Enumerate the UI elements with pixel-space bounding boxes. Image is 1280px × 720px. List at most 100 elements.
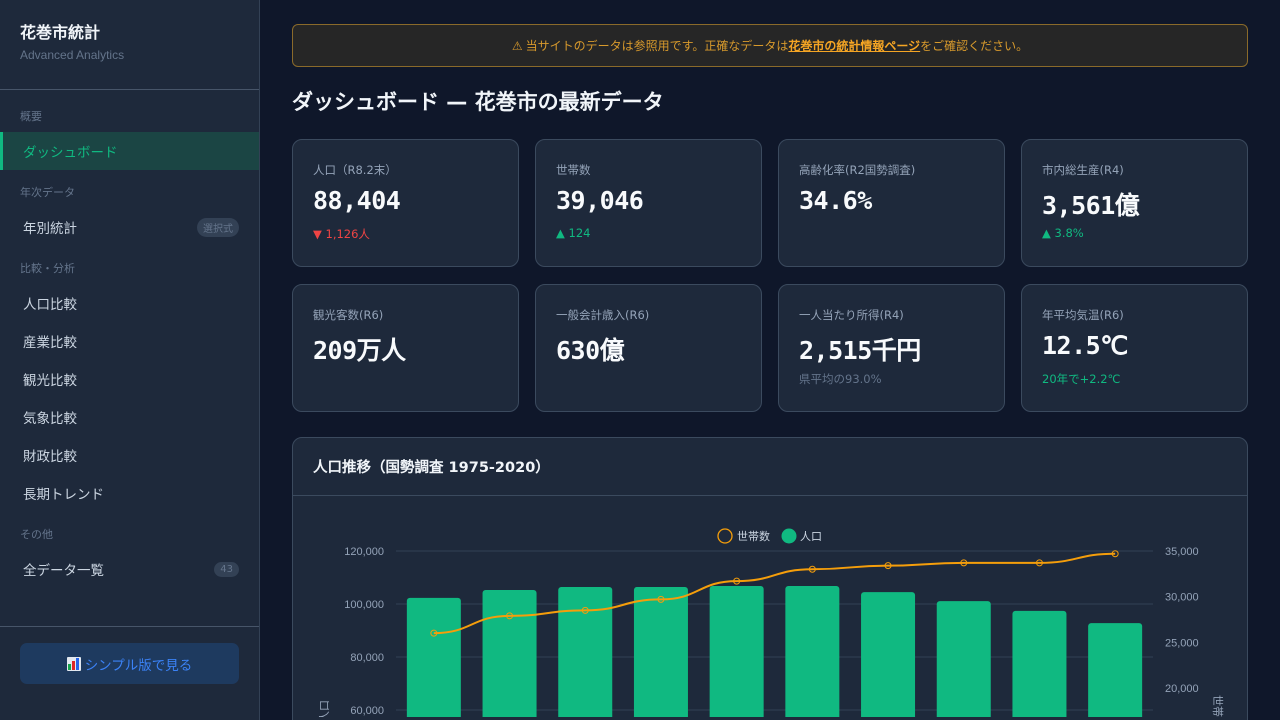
stat-card: 一人当たり所得(R4) 2,515千円 県平均の93.0% xyxy=(778,284,1005,412)
sidebar-item[interactable]: 財政比較 xyxy=(0,436,259,474)
panel-header: 人口推移（国勢調査 1975-2020） xyxy=(293,438,1247,496)
app-title: 花巻市統計 xyxy=(20,23,101,42)
nav-section-label: その他 xyxy=(20,528,53,541)
y-left-tick: 60,000 xyxy=(350,705,384,717)
stat-card-label: 一般会計歳入(R6) xyxy=(556,308,650,322)
sidebar-item[interactable]: 長期トレンド xyxy=(0,474,259,512)
sidebar-item[interactable]: ダッシュボード xyxy=(0,132,259,170)
sidebar-item-label: 観光比較 xyxy=(23,373,77,389)
stat-card: 年平均気温(R6) 12.5℃ 20年で+2.2℃ xyxy=(1021,284,1248,412)
simple-version-label: シンプル版で見る xyxy=(84,657,193,674)
population-bar[interactable] xyxy=(785,585,840,717)
sidebar: 花巻市統計 Advanced Analytics 概要ダッシュボード年次データ年… xyxy=(0,0,260,720)
stat-card: 世帯数 39,046 ▲ 124 xyxy=(535,139,762,267)
y-left-tick: 120,000 xyxy=(344,546,384,558)
main-content: ⚠ 当サイトのデータは参照用です。正確なデータは 花巻市の統計情報ページ をご確… xyxy=(292,0,1248,720)
stat-card-value: 34.6% xyxy=(799,186,872,215)
bar-chart-icon xyxy=(66,656,81,671)
stat-card-value: 39,046 xyxy=(556,186,644,215)
simple-version-button[interactable]: シンプル版で見る xyxy=(20,643,239,684)
notice-banner: ⚠ 当サイトのデータは参照用です。正確なデータは 花巻市の統計情報ページ をご確… xyxy=(292,24,1248,67)
legend-population-icon xyxy=(781,528,797,544)
legend-population-label[interactable]: 人口 xyxy=(800,530,822,543)
stat-card-value: 3,561億 xyxy=(1042,191,1140,220)
population-bar[interactable] xyxy=(936,601,991,717)
households-line xyxy=(433,552,1116,635)
y-left-tick: 80,000 xyxy=(350,652,384,664)
sidebar-item[interactable]: 人口比較 xyxy=(0,284,259,322)
nav-section-label: 年次データ xyxy=(20,186,75,199)
y-right-tick: 30,000 xyxy=(1165,592,1199,604)
stat-card-value: 12.5℃ xyxy=(1042,331,1128,360)
stat-card-label: 人口（R8.2末） xyxy=(313,163,397,177)
sidebar-item-label: 気象比較 xyxy=(23,411,77,427)
population-bar[interactable] xyxy=(861,592,916,717)
sidebar-item[interactable]: 気象比較 xyxy=(0,398,259,436)
stats-page-link[interactable]: 花巻市の統計情報ページ xyxy=(788,39,921,53)
stat-card-change: 20年で+2.2℃ xyxy=(1042,372,1121,386)
population-bar[interactable] xyxy=(709,585,764,717)
sidebar-nav: 概要ダッシュボード年次データ年別統計 選択式比較・分析人口比較産業比較観光比較気象… xyxy=(0,90,259,588)
y-right-tick: 25,000 xyxy=(1165,637,1199,649)
stat-card-change xyxy=(556,371,741,387)
warning-icon: ⚠ xyxy=(511,38,523,53)
y-left-tick: 100,000 xyxy=(344,599,384,611)
sidebar-item-label: 長期トレンド xyxy=(23,487,104,503)
population-chart: 120,000 100,000 80,000 60,000 35,000 30,000 25… xyxy=(318,528,1224,717)
legend-households-icon xyxy=(717,528,733,544)
population-bar[interactable] xyxy=(1088,623,1143,717)
households-point[interactable] xyxy=(506,612,514,620)
households-point[interactable] xyxy=(430,629,438,637)
stat-card: 一般会計歳入(R6) 630億 xyxy=(535,284,762,412)
stat-card-label: 高齢化率(R2国勢調査) xyxy=(799,163,916,177)
population-bar[interactable] xyxy=(633,587,688,717)
population-chart-panel: 人口推移（国勢調査 1975-2020） 120,000 100,000 80,00… xyxy=(292,437,1248,720)
stat-card-change xyxy=(799,226,984,242)
stat-card: 観光客数(R6) 209万人 xyxy=(292,284,519,412)
stat-card-value: 88,404 xyxy=(313,186,401,215)
sidebar-item-label: 産業比較 xyxy=(23,335,77,351)
legend-households-label[interactable]: 世帯数 xyxy=(737,530,770,543)
nav-section-label: 比較・分析 xyxy=(20,262,75,275)
app-subtitle: Advanced Analytics xyxy=(20,48,125,62)
stat-card-change: ▼ 1,126人 xyxy=(313,227,370,241)
population-bar[interactable] xyxy=(558,587,613,717)
households-point[interactable] xyxy=(884,562,892,570)
stat-card-change: 県平均の93.0% xyxy=(799,372,882,386)
households-point[interactable] xyxy=(733,577,741,585)
stat-card-value: 209万人 xyxy=(313,336,406,365)
notice-text: 当サイトのデータは参照用です。正確なデータは xyxy=(525,39,789,53)
y-left-axis-label: 人口 xyxy=(318,700,331,717)
stat-card: 高齢化率(R2国勢調査) 34.6% xyxy=(778,139,1005,267)
notice-text-after: をご確認ください。 xyxy=(920,39,1029,53)
households-point[interactable] xyxy=(1035,559,1043,567)
sidebar-item[interactable]: 観光比較 xyxy=(0,360,259,398)
sidebar-item[interactable]: 産業比較 xyxy=(0,322,259,360)
stat-card-label: 観光客数(R6) xyxy=(313,308,384,322)
stat-card-change: ▲ 3.8% xyxy=(1042,226,1084,240)
stat-card-value: 2,515千円 xyxy=(799,336,921,365)
y-right-axis-label: 世帯数 xyxy=(1211,695,1224,717)
sidebar-item[interactable]: 全データ一覧 43 xyxy=(0,550,259,588)
sidebar-item[interactable]: 年別統計 選択式 xyxy=(0,208,259,246)
sidebar-item-label: 年別統計 xyxy=(23,221,77,237)
households-point[interactable] xyxy=(960,559,968,567)
households-point[interactable] xyxy=(1111,550,1119,558)
population-bar[interactable] xyxy=(1012,610,1067,717)
page-title: ダッシュボード — 花巻市の最新データ xyxy=(292,90,664,114)
households-point[interactable] xyxy=(581,606,589,614)
stat-cards: 人口（R8.2末） 88,404 ▼ 1,126人 世帯数 39,046 ▲ 1… xyxy=(292,139,1248,412)
stat-card-change xyxy=(313,371,498,387)
sidebar-item-badge: 選択式 xyxy=(197,217,239,237)
stat-card: 市内総生産(R4) 3,561億 ▲ 3.8% xyxy=(1021,139,1248,267)
brand: 花巻市統計 Advanced Analytics xyxy=(0,0,259,90)
population-bar[interactable] xyxy=(482,589,537,717)
households-point[interactable] xyxy=(808,565,816,573)
y-right-tick: 35,000 xyxy=(1165,546,1199,558)
stat-card-change: ▲ 124 xyxy=(556,226,591,240)
population-bar[interactable] xyxy=(406,597,461,717)
stat-card-label: 市内総生産(R4) xyxy=(1042,163,1124,177)
sidebar-item-label: 全データ一覧 xyxy=(23,563,104,579)
households-point[interactable] xyxy=(657,595,665,603)
nav-section-label: 概要 xyxy=(20,110,42,123)
